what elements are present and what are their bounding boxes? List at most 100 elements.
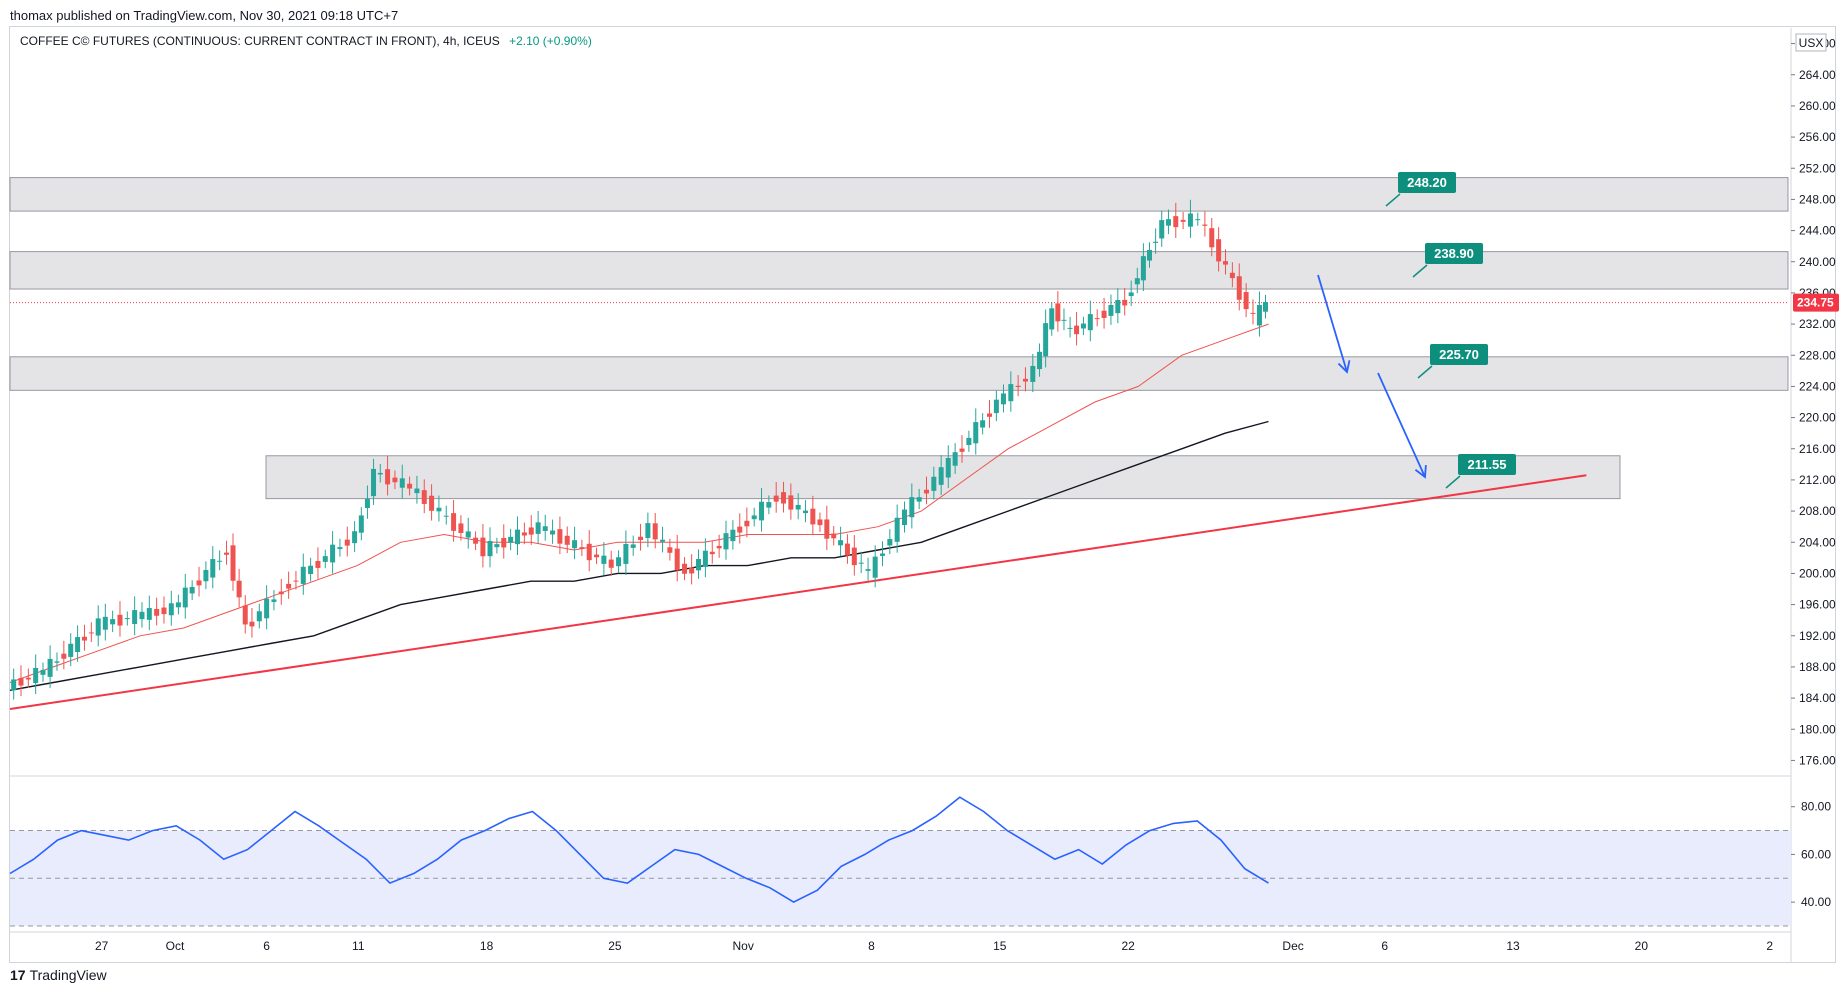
candle-body — [795, 504, 801, 510]
candle-body — [1134, 278, 1140, 285]
candle-body — [623, 543, 629, 564]
candle-body — [95, 618, 101, 636]
candle-body — [744, 520, 750, 527]
candle-body — [730, 529, 736, 542]
candle-body — [249, 621, 255, 627]
candle-body — [203, 569, 209, 582]
candle-body — [124, 618, 130, 620]
candle-body — [407, 483, 413, 489]
candle-body — [1140, 256, 1146, 281]
candle-body — [751, 515, 757, 520]
zones-layer — [9, 177, 1789, 500]
last-price-label: 234.75 — [1797, 296, 1834, 310]
candle-body — [300, 566, 306, 584]
time-tick-label: 6 — [263, 939, 270, 953]
rsi-tick-label: 40.00 — [1801, 895, 1831, 909]
candle-body — [652, 523, 658, 540]
candle-body — [973, 422, 979, 444]
candle-body — [630, 544, 636, 548]
candle-body — [723, 533, 729, 550]
candle-body — [1037, 351, 1043, 370]
candle-body — [682, 563, 688, 574]
candle-body — [189, 586, 195, 594]
time-tick-label: 20 — [1635, 939, 1649, 953]
candle-body — [1147, 249, 1153, 261]
candle-body — [660, 539, 666, 542]
candle-body — [1223, 261, 1229, 265]
rsi-band — [10, 830, 1791, 926]
zone-label-2: 238.90 — [1434, 246, 1474, 261]
candle-body — [33, 667, 39, 684]
candle-body — [1128, 292, 1134, 296]
candle-body — [102, 616, 108, 630]
candle-body — [1209, 228, 1215, 248]
candle-body — [1049, 308, 1055, 330]
candle-body — [358, 515, 364, 533]
candle-body — [429, 495, 435, 511]
candle-body — [443, 515, 449, 517]
candle-body — [1159, 220, 1165, 239]
candle-body — [315, 560, 321, 568]
candle-body — [810, 508, 816, 525]
candle-body — [501, 538, 507, 548]
candle-body — [916, 497, 922, 502]
tv-logo-icon: 17 — [10, 967, 26, 983]
candle-body — [139, 611, 145, 620]
candle-body — [168, 603, 174, 616]
candle-body — [465, 531, 471, 538]
price-tick-label: 252.00 — [1799, 161, 1836, 175]
candle-body — [993, 399, 999, 414]
price-axis: 268.00264.00260.00256.00252.00248.00244.… — [1790, 28, 1839, 962]
arrow-head-2 — [1414, 464, 1427, 479]
candle-body — [1022, 378, 1028, 382]
candle-body — [766, 502, 772, 508]
price-tick-label: 200.00 — [1799, 566, 1836, 580]
candle-body — [803, 510, 809, 514]
candle-body — [702, 550, 708, 567]
candle-body — [1243, 292, 1249, 310]
candle-body — [1216, 239, 1222, 262]
zone-label-bg — [1425, 243, 1483, 264]
candle-body — [535, 522, 541, 534]
candle-body — [901, 509, 907, 526]
zone-2 — [9, 251, 1789, 290]
label-pointer — [1417, 365, 1433, 379]
candle-body — [293, 580, 299, 582]
candle-body — [242, 605, 248, 625]
candle-body — [117, 614, 123, 626]
candle-body — [616, 557, 622, 567]
zone-label-bg — [1398, 172, 1456, 193]
candle-body — [81, 636, 87, 641]
candle-body — [894, 517, 900, 542]
price-tick-label: 240.00 — [1799, 255, 1836, 269]
price-tick-label: 196.00 — [1799, 598, 1836, 612]
candle-body — [838, 540, 844, 546]
candle-body — [1165, 219, 1171, 226]
price-tick-label: 244.00 — [1799, 224, 1836, 238]
candle-body — [54, 661, 60, 663]
projection-arrow-2 — [1377, 372, 1426, 478]
candle-body — [110, 619, 116, 625]
candle-body — [737, 526, 743, 533]
label-pointer — [1412, 264, 1428, 278]
candle-body — [1122, 299, 1128, 306]
rsi-tick-label: 80.00 — [1801, 800, 1831, 814]
candle-body — [1180, 219, 1186, 222]
candle-body — [1229, 272, 1235, 279]
candle-body — [952, 452, 958, 466]
candle-body — [1195, 219, 1201, 221]
tradingview-logo[interactable]: 17 TradingView — [10, 967, 107, 983]
candle-body — [667, 547, 673, 553]
candle-body — [579, 547, 585, 550]
candle-body — [1067, 327, 1073, 329]
candle-body — [601, 555, 607, 564]
candle-body — [674, 548, 680, 571]
candle-body — [980, 420, 986, 428]
candle-body — [230, 545, 236, 581]
candle-body — [844, 543, 850, 556]
candle-body — [385, 469, 391, 485]
candle-body — [550, 530, 556, 535]
ema-fast-line — [9, 323, 1269, 683]
candle-body — [1061, 319, 1067, 321]
